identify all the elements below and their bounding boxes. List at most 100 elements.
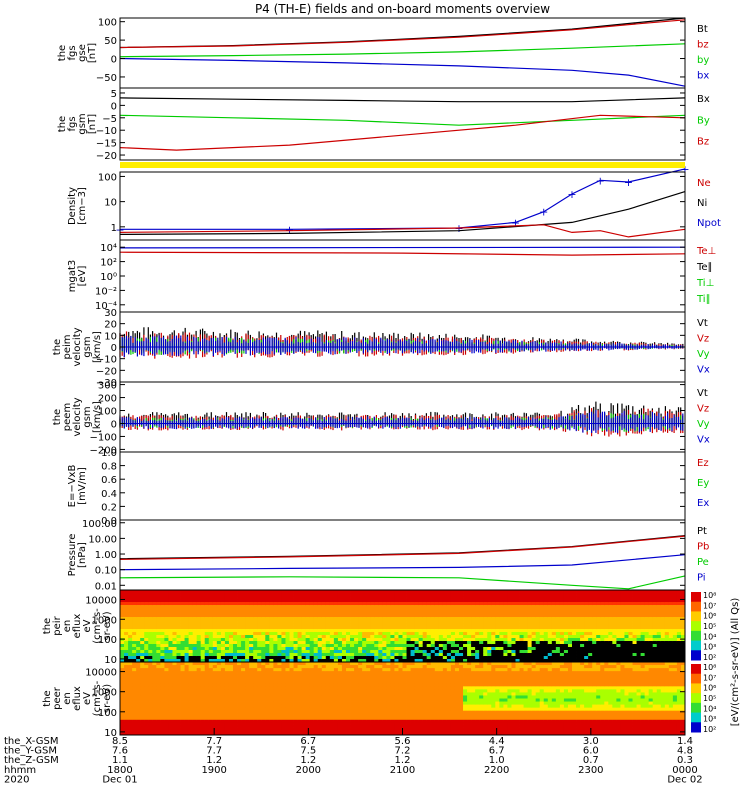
panel-9-spec-cell bbox=[337, 590, 343, 594]
panel-9-spec-cell bbox=[450, 623, 456, 627]
panel-9-spec-cell bbox=[471, 632, 476, 636]
panel-9-spec-cell bbox=[301, 617, 307, 621]
panel-9-spec-cell bbox=[196, 656, 202, 660]
panel-9-spec-cell bbox=[265, 623, 270, 627]
panel-9-spec-cell bbox=[128, 659, 133, 663]
panel-9-spec-cell bbox=[507, 611, 512, 615]
panel-9-spec-cell bbox=[535, 596, 541, 600]
panel-9-spec-cell bbox=[156, 644, 161, 648]
panel-9-spec-cell bbox=[120, 635, 125, 639]
panel-9-spec-cell bbox=[245, 605, 250, 609]
panel-9-spec-cell bbox=[192, 599, 198, 603]
panel-9-spec-cell bbox=[487, 632, 492, 636]
panel-9-spec-cell bbox=[386, 653, 391, 657]
panel-4-ytick-label: 10⁻⁴ bbox=[95, 301, 117, 312]
panel-9-spec-cell bbox=[483, 626, 488, 630]
panel-9-spec-cell bbox=[527, 650, 533, 654]
panel-9-spec-cell bbox=[216, 596, 222, 600]
panel-9-spec-cell bbox=[289, 623, 294, 627]
panel-9-spec-cell bbox=[148, 626, 153, 630]
panel-9-spec-cell bbox=[430, 653, 436, 657]
panel-9-spec-cell bbox=[321, 641, 327, 645]
panel-9-spec-cell bbox=[418, 626, 424, 630]
panel-9-spec-cell bbox=[317, 593, 323, 597]
panel-9-spec-cell bbox=[333, 626, 339, 630]
panel-9-spec-cell bbox=[559, 614, 565, 618]
panel-9-spec-cell bbox=[487, 602, 492, 606]
panel-9-spec-cell bbox=[192, 590, 198, 594]
panel-9-spec-cell bbox=[281, 629, 286, 633]
panel-9-spec-cell bbox=[241, 602, 246, 606]
panel-9-spec-cell bbox=[491, 614, 496, 618]
panel-9-spec-cell bbox=[241, 590, 246, 594]
panel-9-spec-cell bbox=[204, 650, 210, 654]
panel-9-spec-cell bbox=[535, 659, 541, 663]
panel-9-spec-cell bbox=[503, 644, 508, 648]
panel-9-spec-cell bbox=[442, 620, 448, 624]
panel-9-spec-cell bbox=[152, 644, 157, 648]
panel-9-spec-cell bbox=[188, 641, 194, 645]
panel-9-spec-cell bbox=[507, 632, 512, 636]
panel-9-spec-cell bbox=[527, 605, 533, 609]
panel-9-spec-cell bbox=[479, 608, 484, 612]
panel-9-spec-cell bbox=[402, 626, 407, 630]
panel-9-spec-cell bbox=[164, 659, 169, 663]
panel-9-spec-cell bbox=[216, 641, 222, 645]
panel-9-spec-cell bbox=[459, 599, 464, 603]
panel-9-spec-cell bbox=[479, 605, 484, 609]
panel-9-spec-cell bbox=[136, 590, 141, 594]
panel-9-spec-cell bbox=[374, 629, 379, 633]
panel-9-spec-cell bbox=[220, 635, 226, 639]
panel-9-spec-cell bbox=[572, 599, 577, 603]
panel-9-spec-cell bbox=[305, 611, 311, 615]
panel-9-spec-cell bbox=[410, 638, 416, 642]
panel-9-spec-cell bbox=[475, 599, 480, 603]
panel-9-spec-cell bbox=[406, 593, 411, 597]
panel-9-spec-cell bbox=[527, 638, 533, 642]
panel-9-spec-cell bbox=[285, 599, 290, 603]
panel-9-spec-cell bbox=[208, 659, 214, 663]
panel-9-spec-cell bbox=[317, 614, 323, 618]
panel-9-spec-cell bbox=[160, 617, 165, 621]
panel-9-spec-cell bbox=[164, 632, 169, 636]
panel-9-spec-cell bbox=[277, 638, 282, 642]
panel-9-spec-cell bbox=[192, 635, 198, 639]
panel-9-spec-cell bbox=[148, 614, 153, 618]
panel-6-legend-vt: Vt bbox=[697, 388, 708, 399]
panel-9-spec-cell bbox=[176, 653, 181, 657]
panel-9-spec-cell bbox=[394, 617, 399, 621]
panel-9-spec-cell bbox=[132, 650, 137, 654]
panel-9-spec-cell bbox=[414, 659, 420, 663]
panel-9-spec-cell bbox=[309, 644, 315, 648]
panel-9-spec-cell bbox=[289, 644, 294, 648]
panel-9-spec-cell bbox=[216, 656, 222, 660]
panel-9-spec-cell bbox=[378, 653, 383, 657]
panel-9-spec-cell bbox=[212, 620, 218, 624]
panel-9-spec-cell bbox=[325, 614, 331, 618]
panel-9-spec-cell bbox=[358, 611, 363, 615]
panel-9-spec-cell bbox=[551, 659, 557, 663]
panel-3-npot-marker: + bbox=[511, 216, 520, 229]
panel-9-spec-cell bbox=[535, 626, 541, 630]
panel-9-spec-cell bbox=[531, 653, 537, 657]
panel-9-spec-cell bbox=[281, 647, 286, 651]
panel-4-ylabel: [eV] bbox=[77, 266, 88, 287]
panel-9-spec-cell bbox=[434, 623, 440, 627]
panel-9-spec-cell bbox=[216, 635, 222, 639]
panel-9-spec-cell bbox=[237, 659, 242, 663]
panel-9-spec-cell bbox=[333, 653, 339, 657]
panel-9-spec-cell bbox=[152, 617, 157, 621]
panel-9-spec-cell bbox=[160, 602, 165, 606]
panel-6-legend-vx: Vx bbox=[697, 435, 710, 446]
panel-9-spec-cell bbox=[366, 632, 371, 636]
panel-9-spec-cell bbox=[233, 653, 238, 657]
panel-9-spec-cell bbox=[382, 611, 387, 615]
panel-9-spec-cell bbox=[370, 599, 375, 603]
panel-9-spec-cell bbox=[164, 635, 169, 639]
panel-9-spec-cell bbox=[370, 620, 375, 624]
panel-9-spec-cell bbox=[543, 629, 549, 633]
panel-9-spec-cell bbox=[301, 605, 307, 609]
panel-9-spec-cell bbox=[273, 644, 278, 648]
panel-9-spec-cell bbox=[132, 611, 137, 615]
